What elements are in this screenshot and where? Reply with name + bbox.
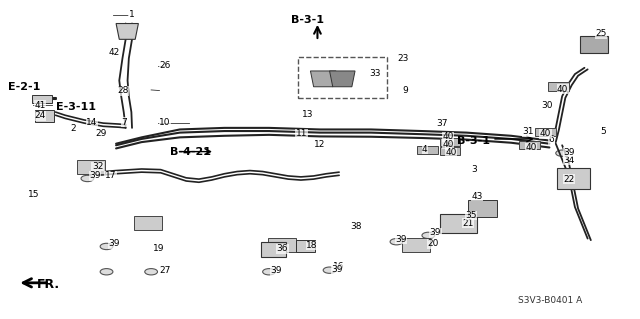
FancyBboxPatch shape bbox=[32, 95, 52, 103]
Polygon shape bbox=[330, 71, 355, 87]
Circle shape bbox=[81, 175, 94, 182]
Text: 6: 6 bbox=[548, 135, 554, 145]
Text: 19: 19 bbox=[153, 244, 164, 253]
Text: 1: 1 bbox=[129, 11, 134, 19]
FancyBboxPatch shape bbox=[440, 214, 477, 233]
Text: 21: 21 bbox=[462, 219, 474, 228]
FancyBboxPatch shape bbox=[557, 168, 589, 189]
Text: 18: 18 bbox=[306, 241, 317, 250]
Text: 2: 2 bbox=[70, 124, 76, 133]
FancyBboxPatch shape bbox=[440, 147, 460, 155]
Text: 26: 26 bbox=[159, 61, 171, 70]
Text: 12: 12 bbox=[314, 140, 325, 149]
Text: 40: 40 bbox=[445, 148, 457, 157]
Text: 7: 7 bbox=[121, 118, 127, 127]
Text: 9: 9 bbox=[403, 86, 408, 95]
Text: B-4-21: B-4-21 bbox=[170, 147, 211, 157]
Text: 35: 35 bbox=[465, 211, 477, 220]
Circle shape bbox=[422, 232, 435, 239]
Text: 39: 39 bbox=[90, 171, 101, 181]
FancyBboxPatch shape bbox=[296, 240, 315, 252]
FancyBboxPatch shape bbox=[440, 138, 460, 146]
Text: 8: 8 bbox=[445, 140, 451, 149]
Text: 11: 11 bbox=[296, 129, 307, 138]
Text: B-3-1: B-3-1 bbox=[291, 15, 324, 26]
FancyBboxPatch shape bbox=[35, 110, 54, 122]
Text: 14: 14 bbox=[86, 118, 97, 127]
Text: 20: 20 bbox=[427, 240, 438, 249]
Text: 40: 40 bbox=[540, 129, 551, 138]
Text: 22: 22 bbox=[563, 174, 575, 184]
FancyBboxPatch shape bbox=[77, 160, 104, 174]
FancyBboxPatch shape bbox=[261, 242, 286, 256]
Text: 27: 27 bbox=[159, 266, 171, 275]
Text: 32: 32 bbox=[92, 162, 103, 171]
FancyBboxPatch shape bbox=[268, 238, 296, 252]
Text: 15: 15 bbox=[28, 190, 40, 199]
FancyBboxPatch shape bbox=[401, 238, 429, 252]
Circle shape bbox=[100, 243, 113, 250]
Text: 39: 39 bbox=[429, 228, 441, 237]
Circle shape bbox=[262, 269, 275, 275]
Text: 39: 39 bbox=[270, 266, 282, 275]
Text: 3: 3 bbox=[471, 166, 477, 174]
Text: 16: 16 bbox=[333, 262, 344, 271]
Text: E-2-1: E-2-1 bbox=[8, 82, 40, 92]
Circle shape bbox=[390, 239, 403, 245]
Text: 37: 37 bbox=[436, 119, 447, 128]
Text: 28: 28 bbox=[117, 86, 129, 95]
Text: 38: 38 bbox=[351, 222, 362, 231]
FancyBboxPatch shape bbox=[417, 145, 438, 154]
FancyBboxPatch shape bbox=[520, 141, 540, 149]
FancyBboxPatch shape bbox=[548, 82, 568, 91]
Text: 24: 24 bbox=[35, 111, 46, 120]
Text: 39: 39 bbox=[108, 240, 120, 249]
Text: 33: 33 bbox=[370, 69, 381, 78]
Text: 40: 40 bbox=[442, 140, 454, 149]
Text: 34: 34 bbox=[563, 156, 575, 165]
Text: 29: 29 bbox=[96, 129, 107, 138]
FancyBboxPatch shape bbox=[580, 35, 608, 53]
Text: 39: 39 bbox=[395, 235, 406, 244]
Text: B-3-1: B-3-1 bbox=[457, 136, 490, 145]
Circle shape bbox=[145, 269, 157, 275]
Polygon shape bbox=[310, 71, 336, 87]
Text: 39: 39 bbox=[332, 265, 343, 274]
Circle shape bbox=[419, 242, 431, 248]
Circle shape bbox=[323, 267, 336, 273]
Circle shape bbox=[556, 150, 568, 156]
Text: 41: 41 bbox=[35, 100, 46, 110]
Circle shape bbox=[100, 269, 113, 275]
Text: 40: 40 bbox=[442, 132, 454, 141]
Text: 23: 23 bbox=[397, 55, 409, 63]
Text: 10: 10 bbox=[159, 118, 171, 127]
Text: 36: 36 bbox=[276, 244, 288, 253]
Text: FR.: FR. bbox=[36, 278, 60, 291]
FancyBboxPatch shape bbox=[468, 200, 497, 217]
Text: 4: 4 bbox=[422, 145, 428, 153]
Text: 43: 43 bbox=[472, 192, 483, 201]
Text: 25: 25 bbox=[595, 29, 607, 38]
FancyBboxPatch shape bbox=[134, 216, 162, 230]
Text: 17: 17 bbox=[104, 171, 116, 181]
FancyBboxPatch shape bbox=[536, 128, 556, 137]
Text: 5: 5 bbox=[600, 127, 606, 136]
Text: 13: 13 bbox=[302, 110, 314, 119]
Text: E-3-11: E-3-11 bbox=[56, 102, 95, 112]
Text: 39: 39 bbox=[563, 148, 575, 157]
Text: 30: 30 bbox=[541, 100, 553, 110]
Polygon shape bbox=[116, 24, 138, 39]
Text: S3V3-B0401 A: S3V3-B0401 A bbox=[518, 296, 582, 305]
Text: 31: 31 bbox=[523, 127, 534, 136]
Text: 42: 42 bbox=[108, 48, 120, 57]
Text: 40: 40 bbox=[557, 85, 568, 94]
Text: 40: 40 bbox=[525, 143, 536, 152]
